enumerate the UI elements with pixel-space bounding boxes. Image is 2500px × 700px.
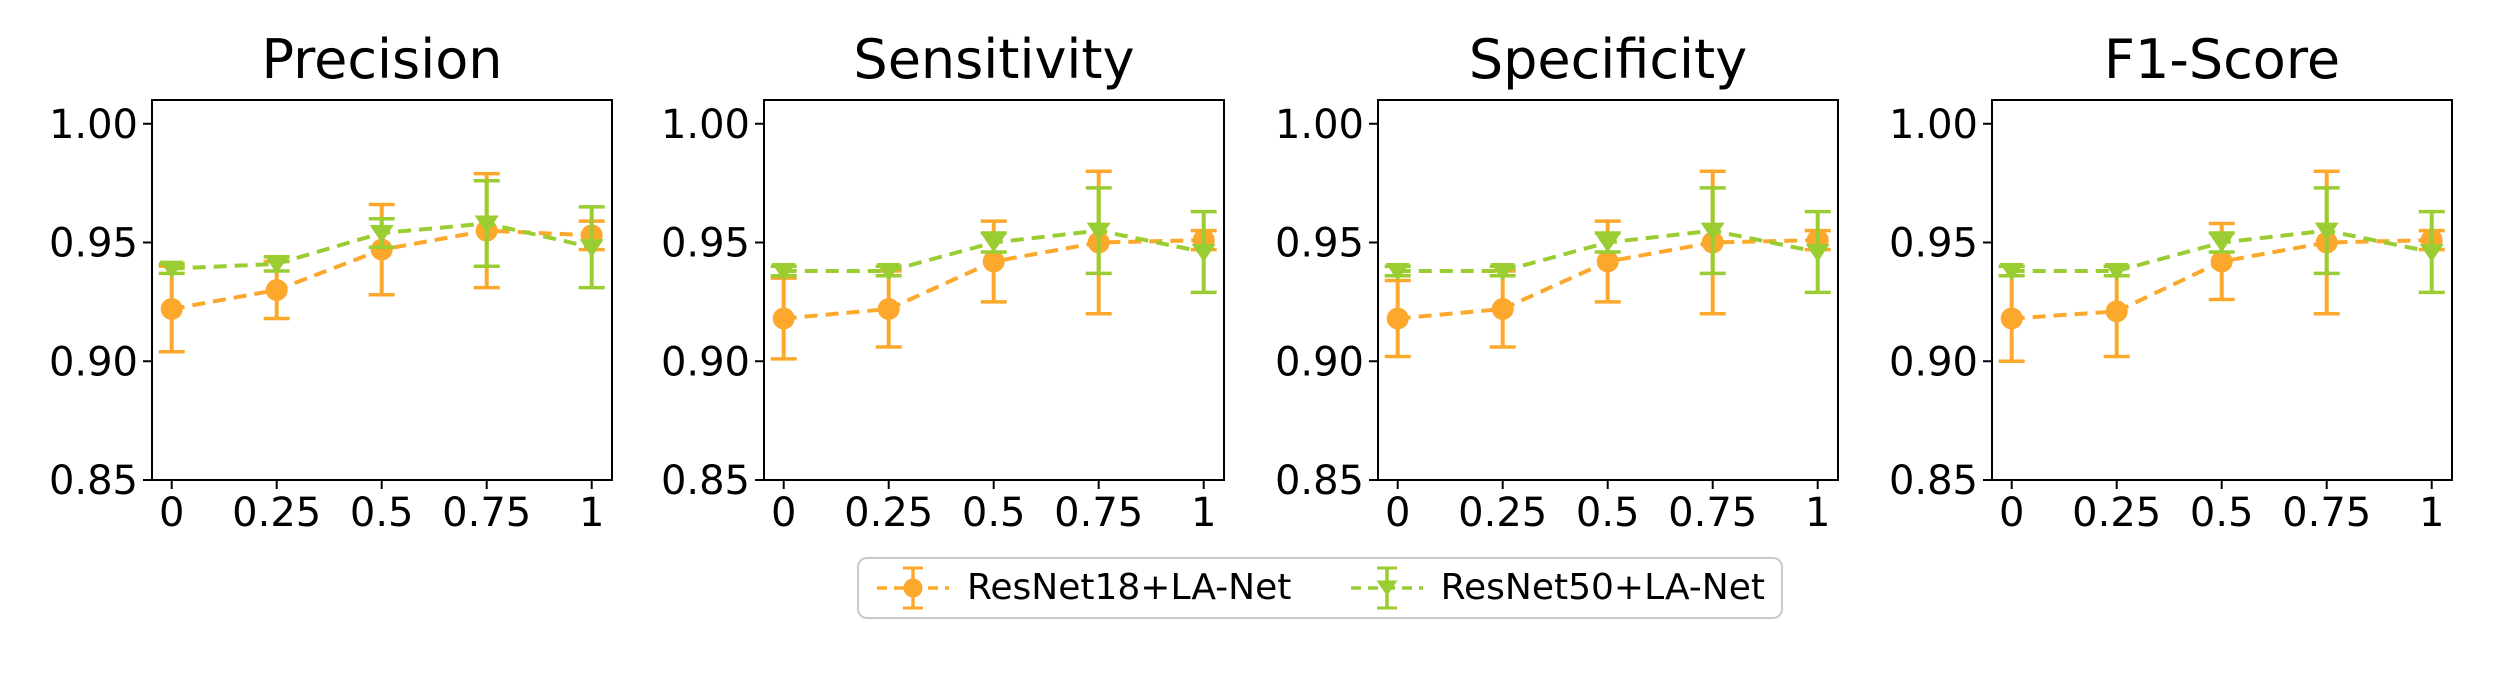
data-point-marker: [2000, 307, 2023, 330]
y-tick-label: 0.95: [1275, 221, 1364, 267]
legend-label-resnet50: ResNet50+LA-Net: [1440, 567, 1765, 608]
y-tick-label: 1.00: [1889, 102, 1978, 148]
y-tick-label: 1.00: [49, 102, 138, 148]
x-tick-label: 0.25: [1458, 490, 1547, 536]
data-point-marker: [264, 255, 289, 274]
y-tick-label: 0.95: [661, 221, 750, 267]
data-point-marker: [1700, 222, 1725, 241]
plot-canvas-precision: 0 0.25 0.5 0.75 1 1.00 0.95 0.90 0.85: [49, 99, 613, 536]
x-tick-label: 0.25: [844, 490, 933, 536]
data-point-marker: [2105, 300, 2128, 323]
x-tick-label: 1: [1191, 490, 1216, 536]
data-point-marker: [579, 239, 604, 258]
data-point-marker: [772, 307, 795, 330]
x-tick-label: 0.5: [962, 490, 1026, 536]
data-point-marker: [877, 298, 900, 320]
x-tick-label: 0.5: [350, 490, 414, 536]
plot-canvas-f1-score: 0 0.25 0.5 0.75 1 1.00 0.95 0.90 0.85: [1889, 99, 2453, 536]
data-point-marker: [982, 250, 1005, 273]
x-tick-label: 0.25: [232, 490, 321, 536]
data-point-marker: [2314, 222, 2339, 241]
subplot-title-specificity: Specificity: [1468, 28, 1748, 91]
legend: ResNet18+LA-Net ResNet50+LA-Net: [857, 557, 1783, 619]
x-tick-label: 0.5: [1576, 490, 1640, 536]
data-point-marker: [771, 263, 796, 281]
plot-canvas-sensitivity: 0 0.25 0.5 0.75 1 1.00 0.95 0.90 0.85: [661, 99, 1225, 536]
y-tick-label: 0.85: [1889, 458, 1978, 504]
legend-marker: [903, 578, 923, 598]
x-tick-label: 1: [579, 490, 604, 536]
x-tick-label: 0.5: [2190, 490, 2254, 536]
x-tick-label: 0.75: [1054, 490, 1143, 536]
y-tick-label: 1.00: [661, 102, 750, 148]
x-tick-label: 0: [1999, 490, 2024, 536]
x-tick-label: 0: [771, 490, 796, 536]
data-point-marker: [474, 215, 499, 234]
data-point-marker: [369, 225, 394, 243]
data-point-marker: [1595, 234, 1620, 253]
legend-marker: [1376, 580, 1398, 596]
x-tick-label: 0: [1385, 490, 1410, 536]
x-tick-label: 0: [159, 490, 184, 536]
data-point-marker: [2210, 250, 2233, 273]
x-tick-label: 0.25: [2072, 490, 2161, 536]
legend-label-resnet18: ResNet18+LA-Net: [967, 567, 1292, 608]
legend-item-resnet18: ResNet18+LA-Net: [875, 563, 1291, 613]
data-point-marker: [1596, 250, 1619, 273]
data-point-marker: [981, 234, 1006, 253]
subplot-title-f1-score: F1-Score: [2103, 28, 2341, 91]
x-tick-label: 0.75: [2282, 490, 2371, 536]
y-tick-label: 0.95: [1889, 221, 1978, 267]
y-tick-label: 0.85: [661, 458, 750, 504]
y-tick-label: 0.90: [1889, 339, 1978, 385]
subplot-title-sensitivity: Sensitivity: [853, 28, 1135, 91]
y-tick-label: 0.90: [661, 339, 750, 385]
y-tick-label: 0.90: [1275, 339, 1364, 385]
data-point-marker: [2104, 263, 2129, 281]
y-tick-label: 0.95: [49, 221, 138, 267]
plot-canvas-specificity: 0 0.25 0.5 0.75 1 1.00 0.95 0.90 0.85: [1275, 99, 1839, 536]
data-point-marker: [1999, 263, 2024, 281]
data-point-marker: [159, 260, 184, 279]
data-point-marker: [2209, 234, 2234, 253]
x-tick-label: 1: [1805, 490, 1830, 536]
data-point-marker: [2419, 244, 2444, 262]
data-point-marker: [876, 263, 901, 281]
x-tick-label: 0.75: [1668, 490, 1757, 536]
x-tick-label: 1: [2419, 490, 2444, 536]
y-tick-label: 1.00: [1275, 102, 1364, 148]
errorbar-triangle-marker-icon: [1350, 566, 1423, 610]
y-tick-label: 0.85: [49, 458, 138, 504]
data-point-marker: [1386, 307, 1409, 330]
data-point-marker: [160, 298, 183, 320]
data-point-marker: [1805, 244, 1830, 262]
data-point-marker: [265, 279, 288, 301]
data-point-marker: [1385, 263, 1410, 281]
y-tick-label: 0.90: [49, 339, 138, 385]
data-point-marker: [1491, 298, 1514, 320]
data-point-marker: [1191, 244, 1216, 262]
x-tick-label: 0.75: [442, 490, 531, 536]
legend-item-resnet50: ResNet50+LA-Net: [1349, 563, 1765, 613]
data-point-marker: [1086, 222, 1111, 241]
errorbar-circle-marker-icon: [877, 566, 949, 610]
y-tick-label: 0.85: [1275, 458, 1364, 504]
subplot-title-precision: Precision: [261, 28, 503, 91]
data-point-marker: [1490, 263, 1515, 281]
data-point-marker: [370, 238, 393, 261]
